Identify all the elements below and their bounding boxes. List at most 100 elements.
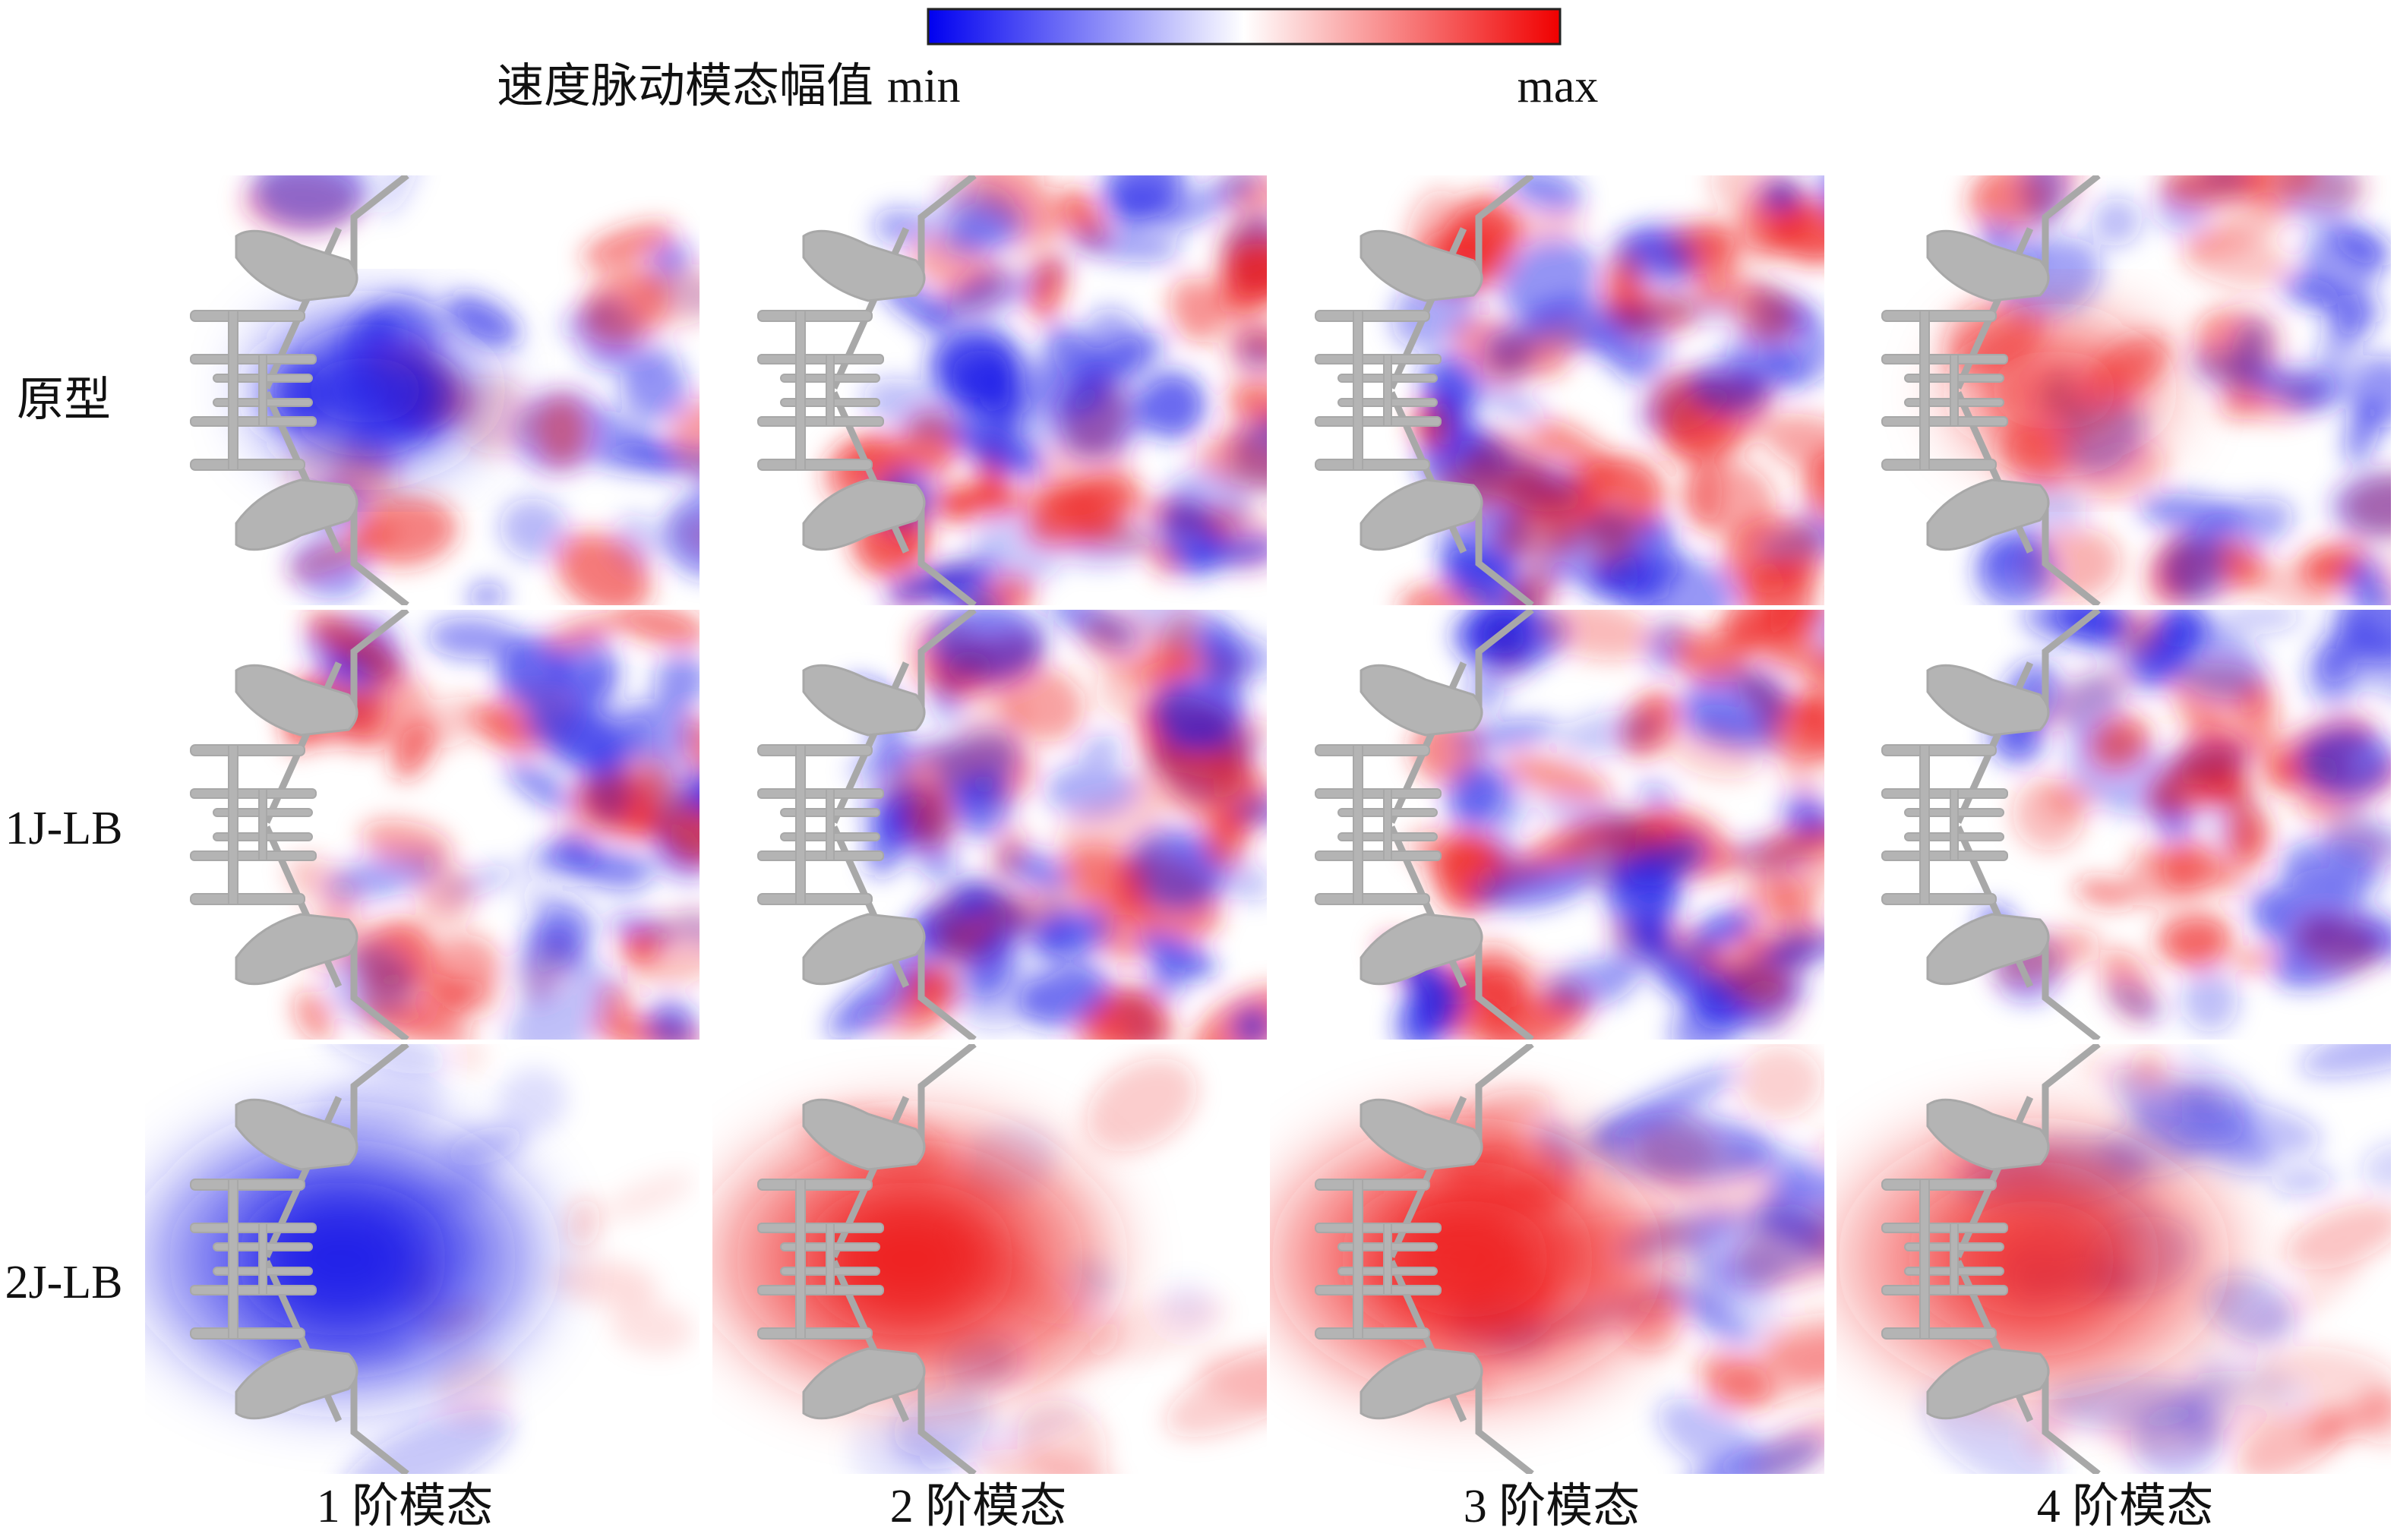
flow-blob	[981, 888, 1063, 936]
flow-blob	[533, 394, 589, 468]
flow-blob	[1226, 386, 1267, 428]
flow-blob	[1609, 920, 1669, 974]
flow-blob	[1685, 1206, 1824, 1286]
flow-blob	[322, 1044, 447, 1075]
flow-blob	[1139, 932, 1216, 978]
flow-blob	[904, 788, 955, 847]
flow-blob	[2089, 714, 2151, 771]
flow-blob	[946, 945, 1037, 1030]
flow-blob	[1159, 498, 1221, 577]
core	[259, 314, 487, 466]
flow-blob	[1499, 238, 1599, 323]
flow-blob	[552, 1259, 658, 1307]
flow-blob	[2091, 197, 2142, 247]
flow-blob	[948, 348, 1018, 416]
flow-blob	[654, 652, 700, 709]
flow-blob	[2131, 1049, 2168, 1083]
row-label: 1J-LB	[5, 803, 123, 854]
flow-blob	[351, 495, 457, 566]
flow-blob	[2022, 610, 2130, 646]
flow-blob	[360, 819, 453, 866]
flow-blob	[1600, 245, 1645, 324]
flow-blob	[1505, 567, 1555, 605]
panels: 原型 1J-LB 2J-LB 1 阶模态 2 阶模态 3 阶模态 4 阶模态	[5, 175, 2391, 1532]
flow-blob	[340, 1409, 513, 1474]
flow-blob	[1233, 1006, 1267, 1040]
flow-blob	[1078, 734, 1124, 762]
flow-blob	[1489, 210, 1587, 245]
flow-blob	[1650, 1272, 1754, 1346]
flow-blob	[862, 378, 973, 440]
flow-blob	[1735, 285, 1797, 342]
flow-blob	[1223, 335, 1267, 361]
flow-blob	[2329, 471, 2391, 539]
column-label: 3 阶模态	[1464, 1481, 1641, 1532]
core-center	[1928, 1176, 2140, 1343]
colorbar-title: 速度脉动模态幅值	[497, 61, 873, 112]
flow-blob	[1451, 193, 1521, 264]
flow-blob	[2226, 804, 2270, 863]
flow-panel	[1270, 175, 1824, 605]
flow-blob	[1545, 958, 1637, 1009]
flow-blob	[1793, 506, 1824, 557]
flow-blob	[1975, 535, 2054, 605]
flow-blob	[2271, 1167, 2336, 1195]
core-center	[804, 1176, 1016, 1343]
flow-blob	[2156, 912, 2233, 966]
flow-blob	[2316, 311, 2364, 379]
flow-blob	[2299, 1044, 2391, 1077]
flow-blob	[2190, 1352, 2309, 1410]
flow-panel	[145, 610, 700, 1040]
flow-blob	[1761, 178, 1803, 213]
flow-blob	[556, 532, 651, 605]
flow-blob	[2281, 276, 2342, 308]
flow-blob	[1670, 996, 1742, 1040]
flow-blob	[826, 966, 923, 1039]
core-center	[1361, 1176, 1574, 1343]
flow-blob	[470, 702, 541, 749]
flow-panel	[712, 175, 1267, 605]
flow-blob	[1473, 862, 1592, 910]
flow-blob	[1481, 320, 1589, 387]
noise	[1375, 610, 1824, 1040]
flow-blob	[2259, 364, 2340, 410]
flow-blob	[1441, 549, 1544, 605]
flow-blob	[2236, 1403, 2350, 1474]
flow-blob	[1672, 631, 1751, 682]
flow-blob	[939, 489, 983, 523]
flow-blob	[1085, 617, 1126, 654]
flow-blob	[1536, 610, 1657, 661]
row-label: 原型	[17, 374, 111, 426]
flow-blob	[1557, 710, 1662, 756]
flow-blob	[1657, 1398, 1764, 1474]
flow-blob	[2162, 533, 2227, 604]
flow-blob	[1051, 383, 1147, 459]
flow-blob	[305, 611, 403, 680]
flow-blob	[1762, 413, 1824, 475]
flow-blob	[507, 980, 611, 1040]
flow-blob	[1502, 753, 1612, 803]
flow-blob	[1232, 796, 1267, 825]
flow-blob	[1405, 958, 1460, 1034]
flow-blob	[1195, 1349, 1267, 1419]
colorbar-min: min	[887, 61, 960, 112]
flow-blob	[1205, 811, 1248, 868]
colorbar-max: max	[1517, 61, 1599, 112]
flow-blob	[1637, 781, 1675, 810]
column-label: 2 阶模态	[890, 1481, 1067, 1532]
flow-blob	[892, 1390, 992, 1457]
flow-blob	[1463, 430, 1552, 503]
flow-blob	[1628, 838, 1707, 887]
flow-blob	[499, 497, 569, 561]
flow-blob	[929, 676, 964, 725]
flow-blob	[610, 1300, 693, 1354]
flow-blob	[1763, 921, 1824, 954]
flow-blob	[1576, 332, 1647, 367]
flow-blob	[2204, 1274, 2296, 1345]
flow-blob	[392, 723, 435, 779]
flow-blob	[1627, 516, 1671, 579]
flow-blob	[519, 887, 564, 913]
flow-blob	[1169, 277, 1224, 343]
flow-panel	[145, 175, 700, 605]
